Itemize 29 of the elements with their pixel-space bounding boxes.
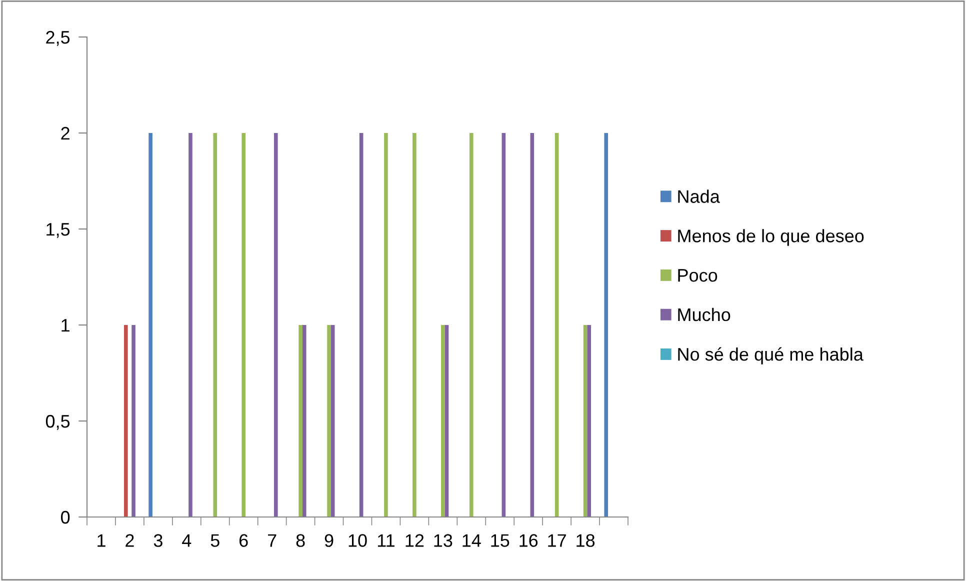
legend-label: No sé de qué me habla [678, 347, 864, 364]
y-tick-label: 0 [61, 510, 70, 524]
x-tick-label: 12 [406, 534, 424, 547]
x-tick-label: 5 [210, 534, 220, 547]
x-tick-label: 11 [378, 534, 394, 547]
y-tick-label: 1 [62, 319, 70, 332]
x-tick-label: 9 [324, 534, 334, 547]
legend-label: Menos de lo que deseo [678, 229, 864, 246]
x-tick-label: 18 [576, 534, 595, 547]
x-tick-label: 6 [240, 534, 248, 547]
x-tick-label: 10 [348, 534, 367, 547]
x-tick-label: 14 [462, 534, 481, 547]
x-tick-label: 3 [154, 534, 162, 547]
y-tick-label: 2,5 [46, 30, 70, 46]
x-tick-label: 4 [182, 534, 192, 547]
x-tick-label: 13 [434, 534, 452, 547]
y-tick-label: 0,5 [46, 414, 70, 430]
x-tick-label: 16 [520, 534, 538, 547]
legend-label: Nada [678, 190, 720, 203]
x-tick-label: 1 [98, 534, 106, 547]
y-tick-label: 1,5 [46, 223, 70, 238]
x-tick-label: 8 [296, 534, 305, 547]
x-tick-label: 15 [491, 534, 510, 547]
y-tick-label: 2 [61, 126, 70, 140]
legend-label: Mucho [678, 308, 730, 322]
x-tick-label: 17 [548, 534, 566, 547]
x-tick-label: 2 [126, 534, 134, 547]
x-tick-label: 7 [268, 534, 276, 547]
legend-label: Poco [678, 269, 718, 282]
